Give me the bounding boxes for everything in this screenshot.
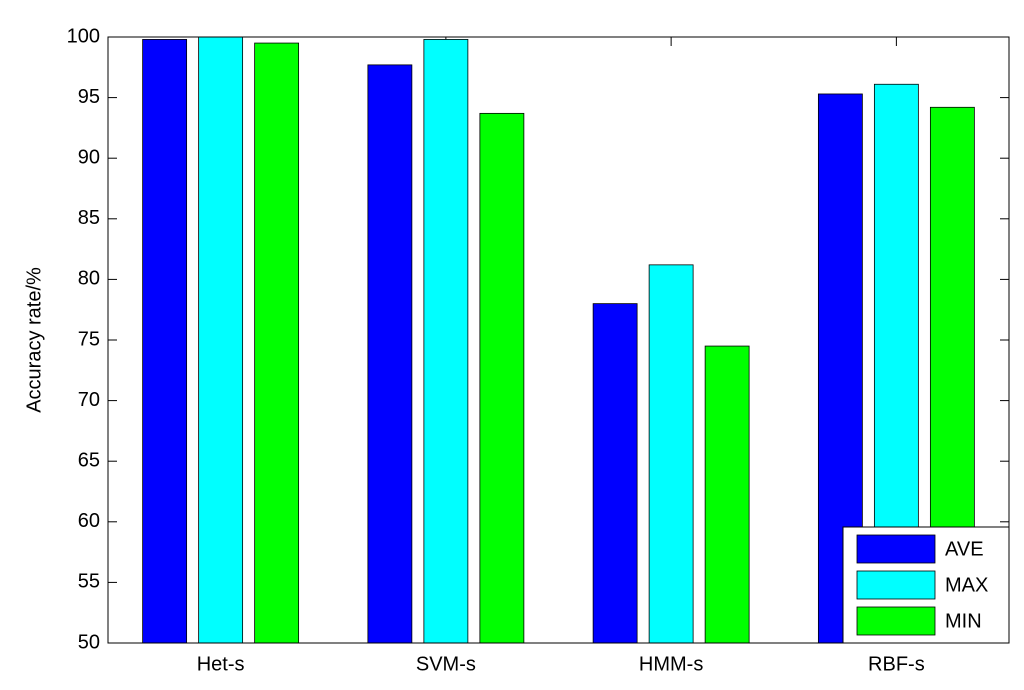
bar — [367, 64, 413, 644]
legend-swatch — [856, 534, 936, 564]
x-tick-label: Het-s — [197, 653, 245, 675]
plot-frame — [107, 36, 1010, 644]
y-tick-label: 85 — [78, 207, 100, 229]
y-tick-label: 75 — [78, 328, 100, 350]
y-tick-label: 55 — [78, 571, 100, 593]
bar — [648, 264, 694, 644]
bar — [592, 303, 638, 644]
bar — [423, 39, 469, 644]
y-tick-label: 65 — [78, 449, 100, 471]
x-tick-label: RBF-s — [868, 653, 925, 675]
y-tick-label: 50 — [78, 631, 100, 653]
y-tick-label: 100 — [67, 25, 100, 47]
legend-label: AVE — [945, 538, 984, 560]
y-tick-label: 70 — [78, 389, 100, 411]
y-tick-label: 80 — [78, 268, 100, 290]
legend-swatch — [856, 606, 936, 636]
bar — [254, 42, 300, 644]
x-tick-label: HMM-s — [639, 653, 703, 675]
y-tick-label: 60 — [78, 510, 100, 532]
legend-label: MAX — [945, 574, 988, 596]
y-tick-label: 90 — [78, 146, 100, 168]
bar — [198, 36, 244, 644]
bar — [704, 345, 750, 644]
x-tick-label: SVM-s — [416, 653, 476, 675]
y-axis-label: Accuracy rate/% — [23, 267, 45, 413]
legend-label: MIN — [945, 610, 982, 632]
y-tick-label: 95 — [78, 86, 100, 108]
bar — [479, 112, 525, 644]
bar — [142, 39, 188, 644]
legend-swatch — [856, 570, 936, 600]
